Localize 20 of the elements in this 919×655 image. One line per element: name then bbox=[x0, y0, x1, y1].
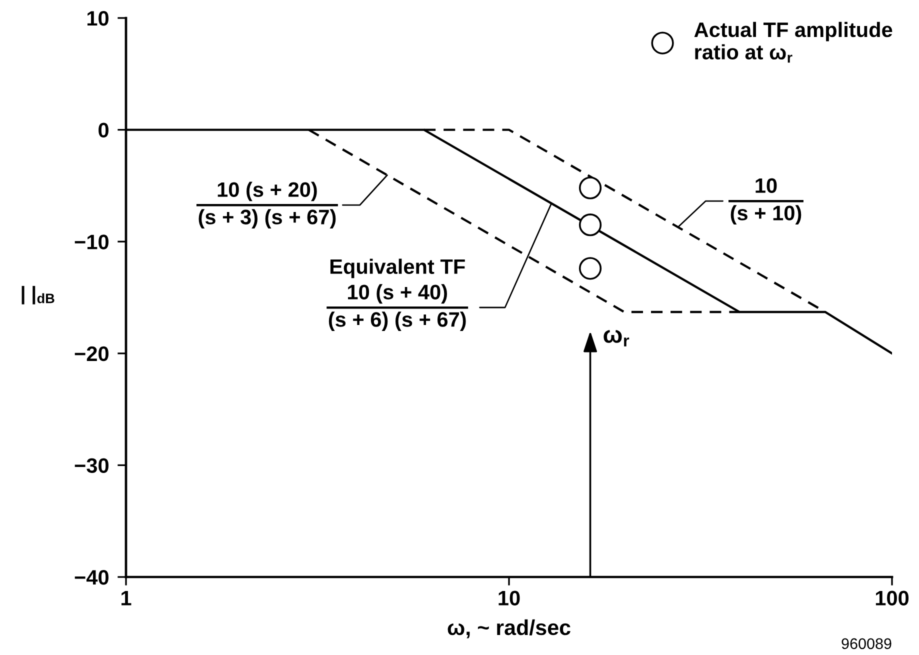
x-tick-label: 100 bbox=[876, 590, 909, 606]
y-tick-label: −40 bbox=[74, 570, 108, 585]
point bbox=[578, 176, 602, 200]
legend-label: Actual TF amplitude ratio at ω$_{r}$ bbox=[694, 22, 892, 63]
y-tick-label: 10 bbox=[87, 11, 108, 26]
x-axis-title: ω, ~ rad/sec bbox=[448, 619, 570, 638]
point bbox=[578, 214, 602, 236]
y-tick-label: −20 bbox=[74, 346, 108, 362]
y-tick-label: −10 bbox=[74, 234, 108, 250]
y-tick-label: −30 bbox=[74, 458, 108, 473]
series-label: 10 (s + 20) (s + 3) (s + 67) bbox=[198, 182, 336, 229]
text: 960089 bbox=[842, 638, 892, 650]
x-tick-label: 10 bbox=[498, 590, 520, 606]
series-label: 10 (s + 10) bbox=[730, 178, 802, 225]
ref-line-label: ω$_{r}$ bbox=[604, 330, 630, 346]
x-tick-label: 1 bbox=[122, 590, 132, 606]
y-axis-title: | |$_{dB}$ bbox=[22, 286, 54, 304]
annotation: Equivalent TF 10 (s + 40) (s + 6) (s + 67) bbox=[328, 258, 466, 332]
point bbox=[578, 257, 602, 280]
y-tick-label: 0 bbox=[98, 122, 108, 138]
